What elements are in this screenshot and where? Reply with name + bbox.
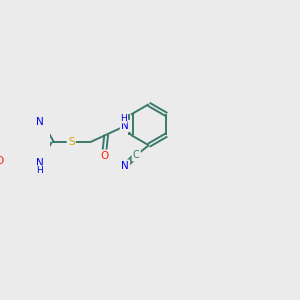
Text: C: C	[133, 150, 140, 160]
Text: O: O	[0, 156, 4, 166]
Text: H: H	[37, 166, 43, 175]
Text: N: N	[121, 121, 129, 131]
Text: N: N	[36, 117, 44, 127]
Text: N: N	[121, 161, 129, 171]
Text: H: H	[120, 114, 127, 123]
Text: S: S	[68, 137, 74, 147]
Text: O: O	[100, 151, 108, 161]
Text: N: N	[36, 158, 44, 168]
